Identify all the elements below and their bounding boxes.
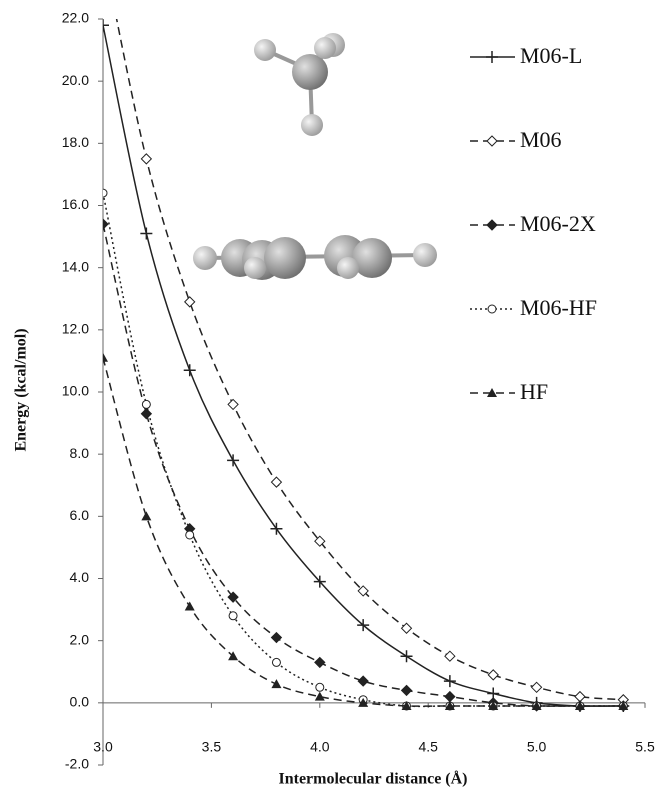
- marker: [141, 154, 151, 164]
- marker: [184, 364, 196, 376]
- molecule-methane: [254, 33, 345, 136]
- marker: [97, 19, 109, 31]
- marker: [487, 220, 497, 230]
- legend-label: M06: [520, 127, 562, 152]
- marker: [316, 683, 324, 691]
- y-tick-label: 6.0: [70, 507, 90, 523]
- marker: [98, 219, 108, 229]
- marker: [486, 51, 498, 63]
- x-tick-label: 4.0: [310, 739, 330, 755]
- x-tick-label: 3.0: [93, 739, 113, 755]
- marker: [141, 409, 151, 419]
- x-axis-title: Intermolecular distance (Å): [279, 770, 468, 788]
- legend-label: M06-HF: [520, 295, 597, 320]
- y-tick-label: 0.0: [70, 694, 90, 710]
- legend-label: M06-2X: [520, 211, 596, 236]
- marker: [575, 692, 585, 702]
- y-tick-label: 4.0: [70, 569, 90, 585]
- marker: [445, 692, 455, 702]
- marker: [358, 676, 368, 686]
- marker: [99, 189, 107, 197]
- marker: [444, 675, 456, 687]
- marker: [141, 511, 151, 520]
- page: Energy (kcal/mol) Intermolecular distanc…: [0, 0, 659, 793]
- marker: [487, 136, 497, 146]
- plot-area: [97, 0, 629, 712]
- y-tick-label: 18.0: [62, 134, 89, 150]
- y-tick-label: 22.0: [62, 10, 89, 26]
- marker: [142, 400, 150, 408]
- marker: [270, 523, 282, 535]
- marker: [532, 682, 542, 692]
- marker: [271, 477, 281, 487]
- x-tick-label: 5.0: [527, 739, 547, 755]
- marker: [315, 657, 325, 667]
- marker: [488, 670, 498, 680]
- marker: [98, 353, 108, 362]
- marker: [315, 692, 325, 701]
- marker: [186, 531, 194, 539]
- marker: [272, 658, 280, 666]
- marker: [228, 399, 238, 409]
- series-line: [103, 358, 623, 706]
- marker: [488, 305, 496, 313]
- y-tick-label: 20.0: [62, 72, 89, 88]
- y-tick-label: 16.0: [62, 196, 89, 212]
- marker: [401, 650, 413, 662]
- y-tick-label: -2.0: [65, 756, 89, 772]
- marker: [271, 679, 281, 688]
- y-tick-label: 12.0: [62, 321, 89, 337]
- x-tick-label: 3.5: [202, 739, 222, 755]
- y-axis-title: Energy (kcal/mol): [13, 328, 30, 451]
- marker: [185, 601, 195, 610]
- legend-label: M06-L: [520, 43, 582, 68]
- x-tick-label: 4.5: [418, 739, 438, 755]
- legend-label: HF: [520, 379, 548, 404]
- x-tick-label: 5.5: [635, 739, 655, 755]
- molecule-benzene: [193, 235, 437, 280]
- y-tick-label: 10.0: [62, 383, 89, 399]
- y-tick-label: 8.0: [70, 445, 90, 461]
- marker: [229, 612, 237, 620]
- marker: [227, 454, 239, 466]
- chart: Energy (kcal/mol) Intermolecular distanc…: [0, 0, 659, 793]
- marker: [140, 227, 152, 239]
- y-tick-label: 2.0: [70, 631, 90, 647]
- marker: [402, 685, 412, 695]
- marker: [185, 297, 195, 307]
- marker: [445, 651, 455, 661]
- y-tick-label: 14.0: [62, 258, 89, 274]
- marker: [271, 633, 281, 643]
